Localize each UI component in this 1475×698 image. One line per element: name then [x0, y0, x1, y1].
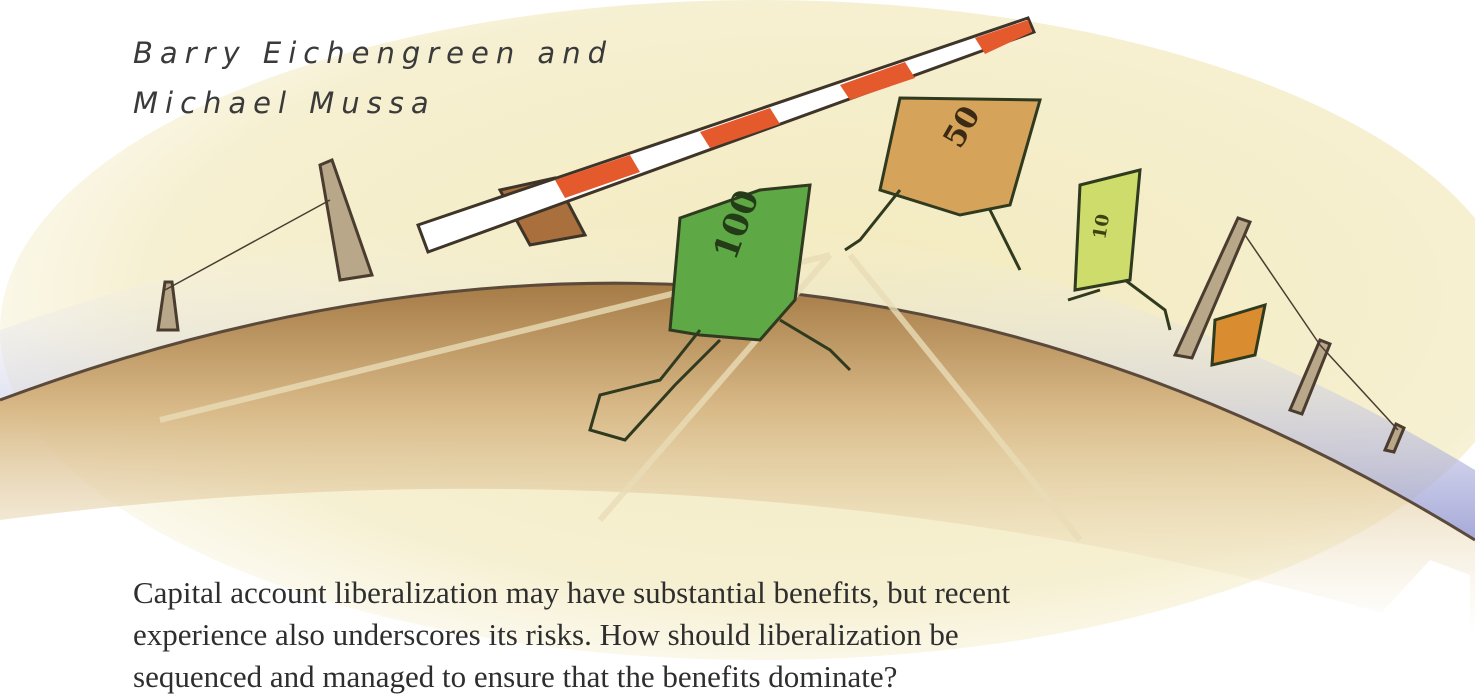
abstract: Capital account liberalization may have …: [133, 572, 1010, 698]
author-line: Barry Eichengreen and: [133, 28, 613, 78]
abstract-line: sequenced and managed to ensure that the…: [133, 656, 1010, 698]
authors: Barry Eichengreen and Michael Mussa: [133, 28, 613, 128]
page: 100 50 10 Barry Eichengreen and Michael …: [0, 0, 1475, 698]
abstract-line: Capital account liberalization may have …: [133, 572, 1010, 614]
abstract-line: experience also underscores its risks. H…: [133, 614, 1010, 656]
author-line: Michael Mussa: [133, 78, 613, 128]
bill-label: 10: [1089, 213, 1114, 241]
